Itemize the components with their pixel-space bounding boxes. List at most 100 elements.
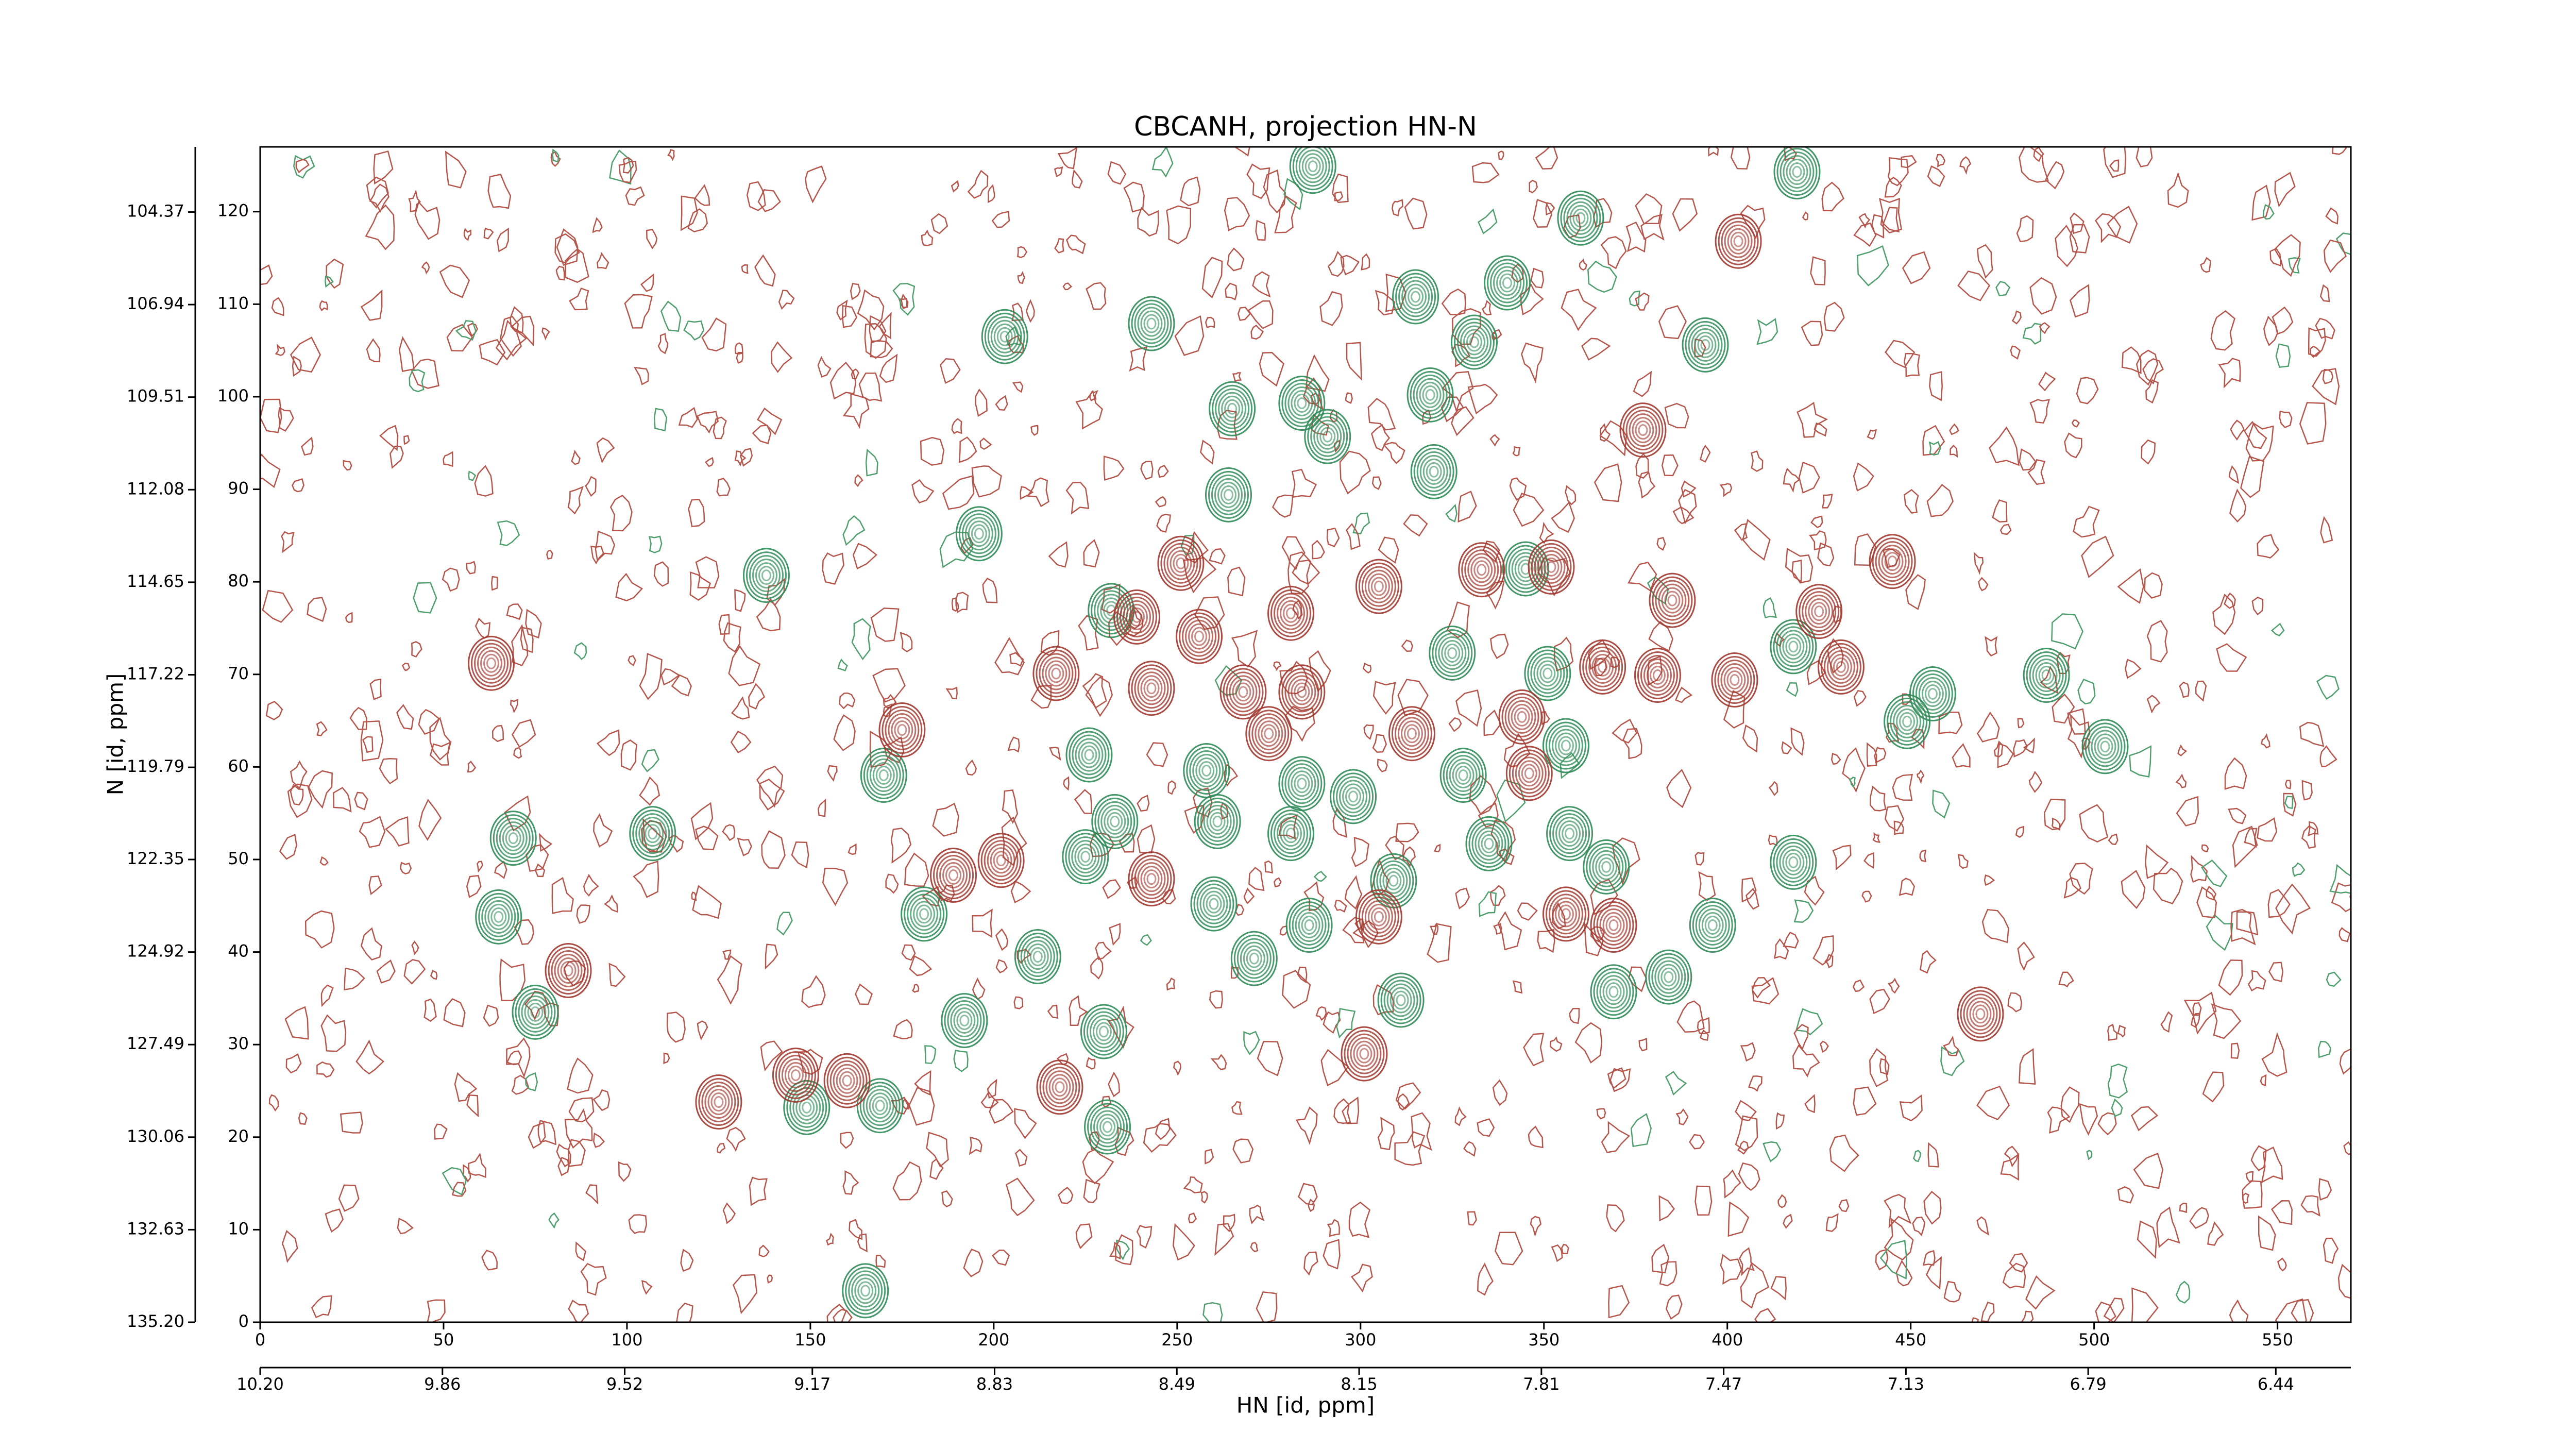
noise-contour — [1227, 247, 1245, 272]
noise-contour — [446, 324, 473, 352]
noise-contour — [2251, 184, 2271, 221]
peak-contour — [1255, 717, 1283, 751]
noise-contour — [667, 149, 675, 161]
noise-contour — [1627, 561, 1657, 592]
noise-contour — [1528, 1125, 1544, 1149]
noise-contour — [2247, 970, 2266, 992]
peak-contour — [1289, 147, 1336, 194]
peak-contour — [1540, 553, 1563, 580]
noise-contour — [620, 739, 637, 771]
noise-contour — [1214, 1223, 1234, 1256]
peak-contour — [1074, 844, 1097, 870]
noise-contour — [1916, 769, 1925, 785]
peak-contour — [1779, 630, 1808, 664]
noise-contour — [1224, 764, 1239, 787]
peak-contour — [1557, 736, 1574, 755]
noise-contour — [858, 372, 883, 402]
noise-contour — [1345, 392, 1353, 404]
noise-contour — [474, 617, 491, 639]
peak-contour — [1301, 915, 1317, 935]
x2-tick-label: 8.15 — [1341, 1374, 1377, 1394]
noise-contour — [2329, 864, 2351, 894]
noise-contour — [1756, 318, 1778, 345]
noise-contour — [1751, 977, 1780, 1005]
peak-contour — [1062, 829, 1109, 885]
peak-contour — [2035, 662, 2058, 689]
noise-contour — [1377, 1117, 1395, 1151]
noise-contour — [833, 714, 856, 751]
noise-contour — [1783, 1214, 1793, 1229]
peak-contour — [1232, 679, 1255, 705]
peak-contour — [629, 806, 676, 862]
peak-contour — [941, 992, 988, 1048]
peak-contour — [1496, 269, 1519, 296]
peak-contour — [548, 946, 589, 995]
noise-contour — [568, 1097, 595, 1123]
peak — [823, 1053, 871, 1108]
peak-contour — [1601, 861, 1612, 873]
peak-contour — [1487, 259, 1528, 307]
noise-contour — [739, 448, 753, 467]
peak-contour — [1404, 283, 1427, 310]
peak-contour — [1395, 273, 1436, 321]
noise-contour — [1853, 222, 1877, 247]
noise-contour — [1740, 1042, 1756, 1062]
noise-contour — [901, 293, 909, 309]
noise-contour — [1259, 351, 1284, 387]
noise-contour — [413, 582, 437, 614]
noise-contour — [940, 358, 961, 384]
peak-contour — [1069, 731, 1110, 779]
peak-contour — [1780, 151, 1815, 192]
peak-contour — [1292, 147, 1333, 191]
noise-contour — [468, 1152, 486, 1178]
peak-contour — [1452, 762, 1475, 789]
noise-contour — [2326, 971, 2342, 987]
noise-contour — [290, 760, 308, 790]
noise-contour — [2179, 681, 2190, 698]
noise-contour — [2122, 346, 2142, 374]
noise-contour — [590, 545, 604, 565]
peak-contour — [1586, 843, 1627, 891]
noise-contour — [551, 877, 574, 914]
noise-contour — [1821, 181, 1844, 212]
noise-contour — [817, 356, 832, 378]
peak-contour — [1401, 280, 1430, 314]
noise-contour — [1608, 1285, 1630, 1319]
noise-contour — [757, 189, 781, 212]
noise-contour — [293, 155, 315, 179]
noise-contour — [430, 970, 438, 980]
peak-contour — [1561, 908, 1571, 920]
peak — [955, 506, 1003, 562]
noise-contour — [2167, 172, 2189, 208]
peak-contour — [698, 1078, 739, 1126]
noise-contour — [360, 927, 382, 961]
peak-contour — [1023, 940, 1052, 974]
peak-contour — [1638, 424, 1648, 436]
peak-contour — [1975, 1008, 1986, 1020]
peak-contour — [1826, 650, 1855, 684]
noise-contour — [2299, 721, 2325, 747]
peak-contour — [1429, 625, 1476, 681]
noise-contour — [1584, 922, 1604, 957]
noise-contour — [1849, 777, 1856, 788]
x-tick-label: 300 — [1345, 1330, 1376, 1350]
noise-contour — [805, 165, 827, 204]
noise-contour — [2300, 1195, 2320, 1217]
peak — [1817, 639, 1865, 695]
noise-contour — [1936, 154, 1946, 167]
peak — [941, 992, 988, 1048]
peak-contour — [1691, 328, 1720, 362]
peak-contour — [1733, 235, 1743, 247]
noise-contour — [593, 1132, 605, 1148]
noise-contour — [1048, 541, 1069, 568]
peak-contour — [939, 858, 968, 892]
noise-contour — [534, 863, 546, 878]
noise-contour — [1867, 429, 1877, 440]
peak-contour — [968, 520, 990, 547]
peak-contour — [1593, 968, 1634, 1016]
peak — [1245, 706, 1293, 762]
peak-contour — [826, 1056, 868, 1105]
peak-contour — [1193, 880, 1234, 928]
peak-contour — [1499, 273, 1516, 293]
noise-contour — [1523, 1033, 1545, 1067]
